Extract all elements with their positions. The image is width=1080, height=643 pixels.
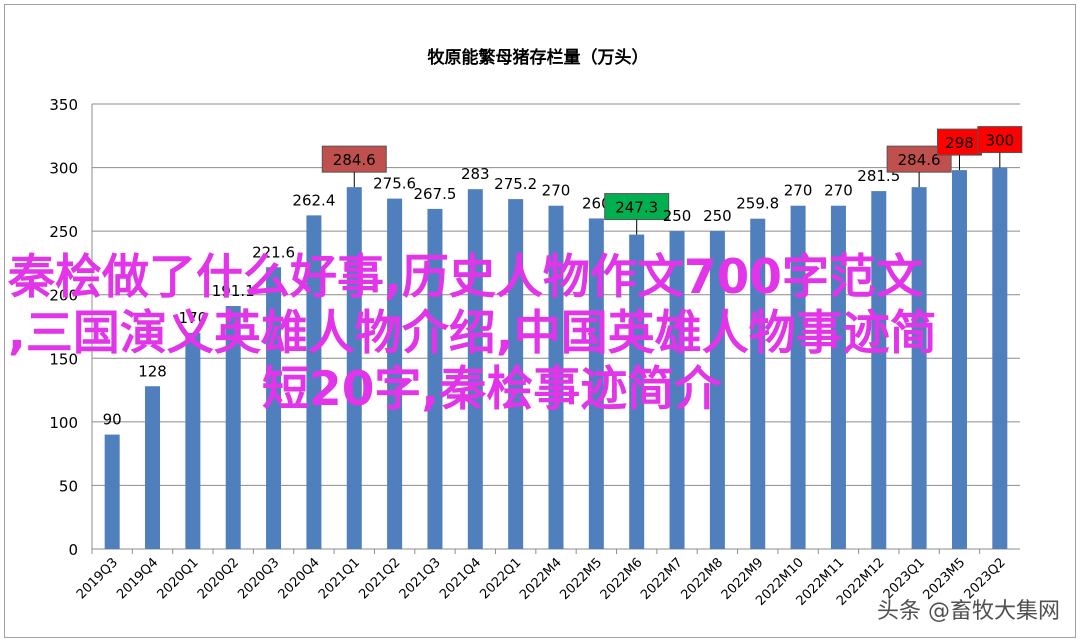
x-tick-label: 2020Q4: [276, 555, 323, 602]
bar: [709, 231, 725, 549]
data-label: 191.1: [212, 282, 255, 300]
x-tick-label: 2021Q2: [356, 555, 403, 602]
bar: [548, 205, 564, 549]
y-tick-label: 150: [49, 350, 78, 368]
y-tick-label: 350: [49, 96, 78, 114]
y-tick-label: 250: [49, 223, 78, 241]
x-tick-label: 2020Q2: [195, 555, 242, 602]
x-tick-label: 2022M7: [638, 555, 686, 603]
data-label: 284.6: [898, 151, 941, 169]
bar: [427, 208, 443, 549]
data-label-box: [604, 193, 670, 221]
data-label: 270: [784, 182, 813, 200]
y-axis-ticks: 0 50 100 150 200 250 300 350: [49, 96, 78, 559]
y-tick-label: 100: [49, 414, 78, 432]
y-tick-label: 50: [59, 477, 78, 495]
x-tick-label: 2019Q4: [114, 555, 161, 602]
bar: [871, 191, 887, 550]
chart-title: 牧原能繁母猪存栏量（万头）: [428, 47, 649, 68]
bar: [992, 167, 1008, 550]
overlay-line-1: 秦桧做了什么好事,历史人物作文700字范文: [8, 250, 923, 305]
chart-frame: [4, 4, 1076, 638]
y-tick-label: 300: [49, 160, 78, 178]
bar: [750, 218, 766, 549]
data-label: 284.6: [333, 151, 376, 169]
bar: [225, 306, 241, 549]
overlay-line-2: ,三国演义英雄人物介绍,中国英雄人物事迹简: [8, 306, 937, 361]
data-label: 170: [179, 309, 208, 327]
data-label: 270: [542, 182, 571, 200]
bar: [629, 234, 645, 549]
x-tick-label: 2021Q1: [316, 555, 363, 602]
data-label: 270: [824, 182, 853, 200]
data-label: 90: [103, 411, 122, 429]
y-tick-label: 0: [68, 541, 78, 559]
data-label: 128: [138, 362, 167, 380]
bar: [790, 205, 806, 549]
bar: [346, 187, 362, 549]
data-label: 275.6: [373, 175, 416, 193]
x-tick-label: 2020Q1: [155, 555, 202, 602]
bar: [104, 434, 120, 549]
x-tick-label: 2019Q3: [74, 555, 121, 602]
bar: [467, 189, 483, 549]
data-label: 298: [945, 134, 974, 152]
data-label-box: [321, 145, 387, 173]
data-label: 250: [663, 207, 692, 225]
watermark: 头条 @畜牧大集网: [877, 599, 1060, 624]
x-axis-ticks: 2019Q32019Q42020Q12020Q22020Q32020Q42021…: [74, 549, 1009, 609]
x-tick-label: 2021Q4: [437, 555, 484, 602]
data-label: 275.2: [494, 175, 537, 193]
x-tick-label: 2022M6: [598, 555, 646, 603]
data-label: 221.6: [252, 243, 295, 261]
bars: [104, 167, 1008, 550]
overlay-line-3: 短20字,秦桧事迹简介: [262, 362, 722, 417]
bar: [145, 386, 161, 549]
bar: [306, 215, 322, 549]
x-tick-label: 2022M8: [678, 555, 726, 603]
data-label: 262.4: [292, 191, 335, 209]
data-label: 250: [703, 207, 732, 225]
bar: [951, 170, 967, 549]
data-label: 247.3: [615, 199, 658, 217]
bar: [185, 332, 201, 549]
y-tick-label: 200: [49, 287, 78, 305]
bar: [266, 267, 282, 549]
x-tick-label: 2022Q1: [477, 555, 524, 602]
data-label: 260: [582, 194, 611, 212]
x-tick-label: 2022M4: [517, 555, 565, 603]
x-tick-label: 2022M5: [557, 555, 605, 603]
bar: [669, 231, 685, 549]
bar: [911, 187, 927, 549]
data-label: 259.8: [736, 195, 779, 213]
overlay-text: 秦桧做了什么好事,历史人物作文700字范文 ,三国演义英雄人物介绍,中国英雄人物…: [0, 250, 1080, 418]
bar: [588, 218, 604, 549]
bar: [830, 205, 846, 549]
bar: [387, 198, 403, 549]
data-label: 283: [461, 165, 490, 183]
data-label: 267.5: [413, 185, 456, 203]
x-tick-label: 2021Q3: [397, 555, 444, 602]
bar: [508, 199, 524, 550]
data-label: 300: [986, 132, 1015, 150]
x-tick-label: 2020Q3: [235, 555, 282, 602]
